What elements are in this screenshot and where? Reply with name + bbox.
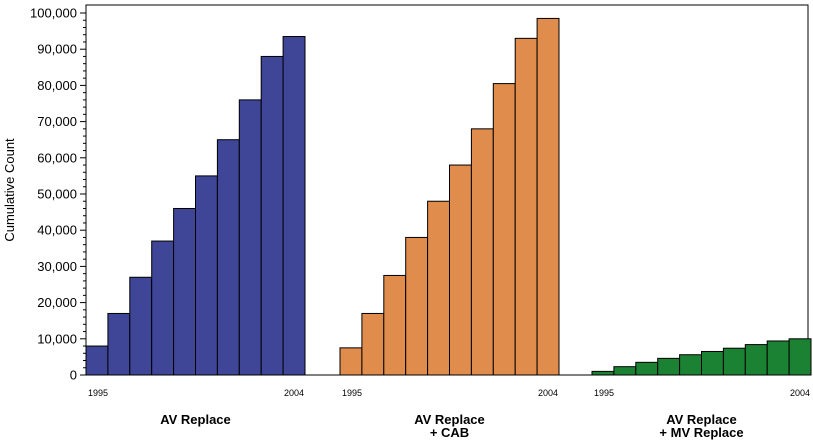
year-label-end: 2004 [538,388,558,398]
bar [107,312,131,376]
bar [361,312,385,376]
bar [151,240,175,376]
year-label-start: 1995 [342,388,362,398]
bar [635,361,659,376]
bar [492,83,516,376]
bar [788,338,812,376]
bar [449,164,472,376]
bar [514,37,538,376]
y-axis: 0 10,000 20,000 30,000 40,000 50,000 60,000 70,… [30,6,86,383]
group-label: AV Replace [666,412,737,427]
bar [85,345,109,376]
group-label: AV Replace [414,412,485,427]
y-tick-label: 80,000 [37,78,77,93]
y-tick-label: 20,000 [37,295,77,310]
bar [405,236,429,376]
y-tick-label: 50,000 [37,187,77,202]
y-tick-label: 60,000 [37,150,77,165]
bar [129,276,153,376]
year-label-start: 1995 [88,388,108,398]
bar [744,344,768,376]
bar [766,340,790,376]
bars [85,17,812,376]
bar [339,347,363,376]
bar [591,370,615,376]
bar [282,36,306,376]
bar [613,366,637,376]
y-tick-label: 70,000 [37,114,77,129]
y-tick-label: 10,000 [37,331,77,346]
group-label: AV Replace [160,412,231,427]
bar [216,139,240,376]
bar [722,347,746,376]
y-tick-label: 40,000 [37,223,77,238]
year-label-end: 2004 [284,388,304,398]
group-label: + MV Replace [659,425,743,440]
bar [173,207,197,376]
y-tick-label: 100,000 [30,6,77,21]
bar [536,17,560,376]
bar [260,55,284,376]
year-label-start: 1995 [594,388,614,398]
bar [383,274,407,376]
y-tick-label: 0 [70,368,77,383]
bar [657,357,681,376]
y-tick-label: 30,000 [37,259,77,274]
group-label: + CAB [430,425,469,440]
bar [238,99,262,376]
y-axis-title: Cumulative Count [2,138,17,242]
y-tick-label: 90,000 [37,42,77,57]
bar [470,128,494,376]
bar [427,200,451,376]
year-label-end: 2004 [790,388,810,398]
bar [679,354,702,376]
bar [195,175,218,376]
bar [701,350,724,376]
